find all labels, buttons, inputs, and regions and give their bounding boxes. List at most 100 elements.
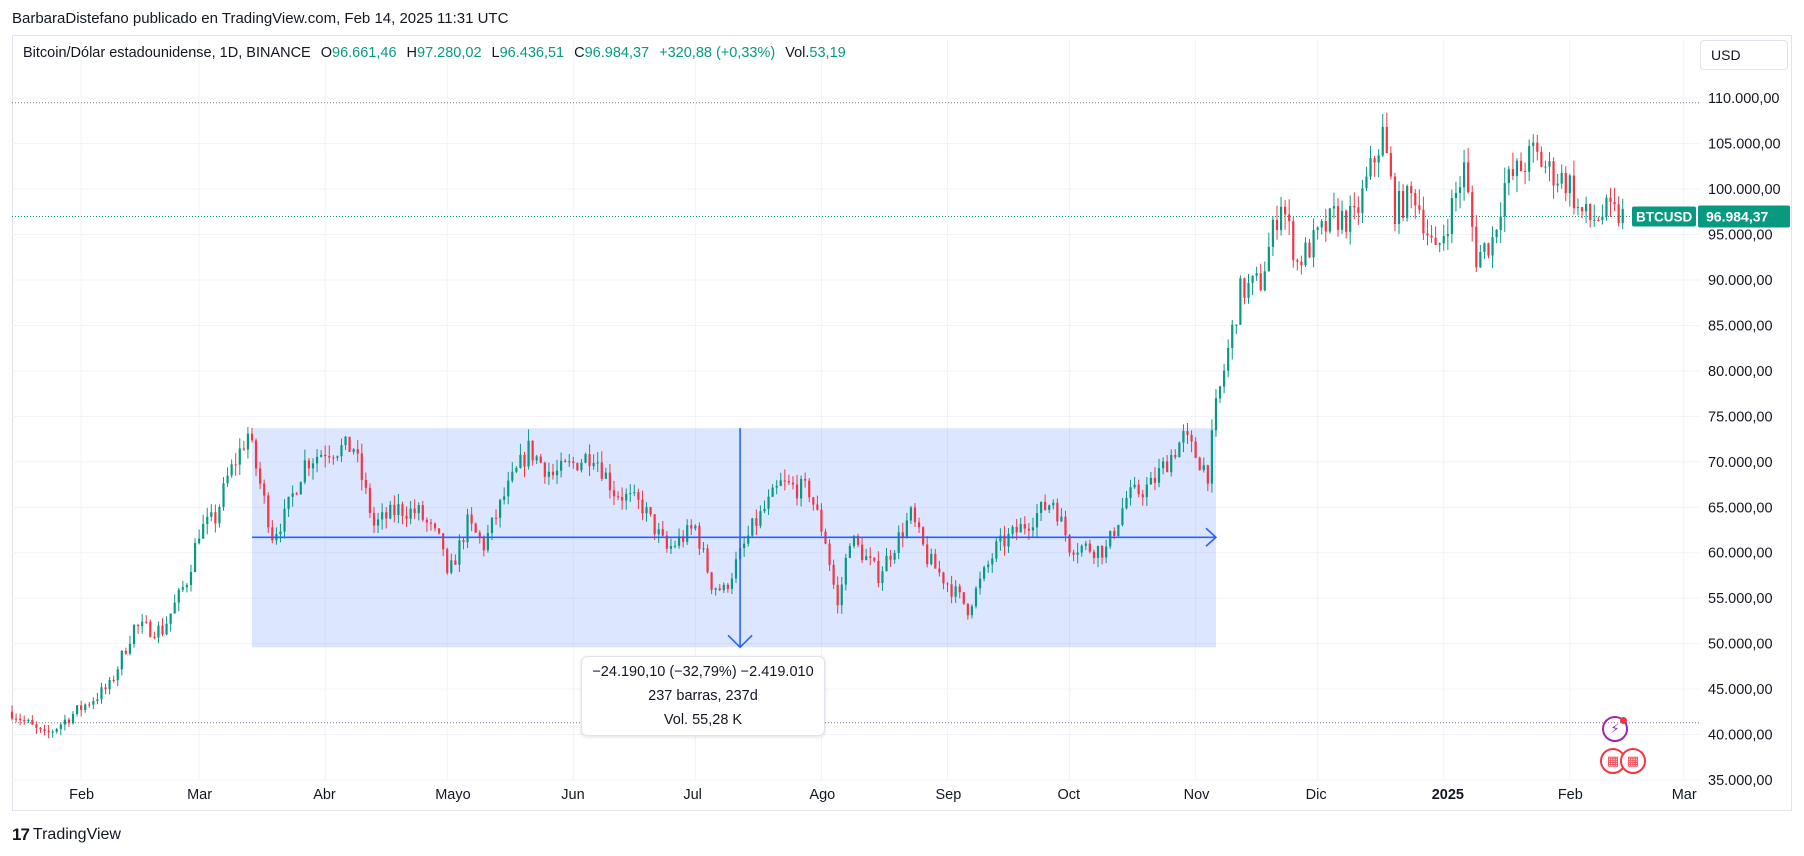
candle-body bbox=[580, 462, 583, 471]
candle-body bbox=[348, 436, 351, 452]
candle-body bbox=[1096, 546, 1100, 558]
candle-body bbox=[1300, 261, 1303, 266]
candle-body bbox=[1544, 166, 1547, 168]
candle-body bbox=[856, 535, 860, 545]
candle-body bbox=[364, 479, 367, 488]
candle-body bbox=[466, 514, 469, 543]
candle-body bbox=[84, 704, 87, 710]
candle-body bbox=[897, 532, 900, 553]
candle-body bbox=[206, 516, 209, 524]
candle-body bbox=[767, 496, 770, 509]
candle-body bbox=[645, 507, 648, 514]
candle-body bbox=[1247, 282, 1250, 298]
candle-body bbox=[1312, 230, 1315, 258]
ticker-tag-label: BTCUSD bbox=[1636, 210, 1692, 225]
x-tick-label: Mayo bbox=[435, 787, 470, 803]
candle-body bbox=[991, 558, 994, 565]
candle-body bbox=[1328, 208, 1331, 232]
candle-body bbox=[1223, 370, 1226, 387]
candle-body bbox=[637, 492, 640, 500]
candle-body bbox=[442, 533, 445, 550]
candle-body bbox=[307, 460, 311, 469]
candle-body bbox=[116, 669, 119, 681]
candle-body bbox=[1239, 278, 1242, 325]
candle-body bbox=[311, 463, 315, 469]
candle-body bbox=[1589, 204, 1592, 221]
candle-body bbox=[458, 540, 461, 565]
flash-icon[interactable]: ⚡ bbox=[1602, 716, 1628, 742]
candle-body bbox=[755, 518, 758, 526]
candle-body bbox=[560, 460, 563, 471]
candle-body bbox=[1015, 526, 1018, 533]
candle-body bbox=[23, 720, 26, 722]
candle-body bbox=[303, 460, 306, 483]
candle-body bbox=[1349, 206, 1352, 232]
candle-body bbox=[922, 527, 925, 545]
candle-body bbox=[295, 493, 298, 495]
candle-body bbox=[1438, 243, 1441, 245]
candle-body bbox=[226, 475, 229, 484]
candle-body bbox=[1540, 151, 1543, 167]
candle-body bbox=[828, 543, 831, 565]
candle-body bbox=[259, 468, 262, 484]
candle-body bbox=[1361, 188, 1364, 213]
candle-body bbox=[641, 499, 644, 514]
candle-body bbox=[246, 433, 250, 450]
candle-body bbox=[498, 499, 502, 518]
candle-body bbox=[39, 727, 42, 730]
candle-body bbox=[19, 718, 22, 721]
candle-body bbox=[161, 625, 164, 635]
candle-body bbox=[1499, 216, 1502, 230]
y-tick-label: 40.000,00 bbox=[1708, 728, 1773, 744]
volume-label: Vol. bbox=[785, 45, 810, 61]
candle-body bbox=[47, 731, 50, 733]
candle-body bbox=[612, 490, 616, 497]
y-tick-label: 85.000,00 bbox=[1708, 318, 1773, 334]
tradingview-logo[interactable]: 17 TradingView bbox=[12, 825, 121, 845]
candle-body bbox=[271, 527, 274, 541]
candle-body bbox=[1385, 126, 1388, 154]
candle-body bbox=[413, 508, 416, 514]
candle-body bbox=[279, 531, 282, 535]
candle-body bbox=[1031, 527, 1035, 531]
candle-body bbox=[1255, 273, 1258, 276]
candle-body bbox=[621, 496, 624, 501]
candle-body bbox=[283, 508, 286, 532]
candle-body bbox=[1585, 204, 1588, 212]
ohlc-legend: Bitcoin/Dólar estadounidense, 1D, BINANC… bbox=[23, 45, 852, 61]
candle-body bbox=[92, 700, 95, 705]
candle-body bbox=[1157, 468, 1161, 483]
candle-body bbox=[1105, 546, 1108, 558]
candle-body bbox=[791, 482, 795, 485]
flag-icon-2[interactable]: ▦ bbox=[1620, 748, 1646, 774]
candle-body bbox=[1442, 235, 1445, 244]
candle-body bbox=[1275, 219, 1279, 231]
candle-body bbox=[100, 687, 103, 700]
candle-body bbox=[649, 507, 652, 515]
measure-arrows bbox=[251, 428, 1218, 649]
candle-body bbox=[153, 636, 156, 638]
candle-body bbox=[405, 515, 408, 519]
symbol-description[interactable]: Bitcoin/Dólar estadounidense, 1D, BINANC… bbox=[23, 45, 311, 61]
candle-body bbox=[1572, 175, 1576, 209]
candle-body bbox=[653, 514, 656, 535]
y-tick-label: 95.000,00 bbox=[1708, 228, 1773, 244]
candle-body bbox=[1458, 187, 1462, 193]
candle-body bbox=[832, 564, 835, 585]
candle-body bbox=[1528, 145, 1531, 172]
candle-body bbox=[1206, 465, 1209, 484]
candle-body bbox=[625, 493, 628, 501]
candle-body bbox=[958, 586, 961, 593]
candle-body bbox=[1406, 186, 1409, 218]
candle-body bbox=[629, 493, 632, 495]
candle-body bbox=[677, 536, 681, 546]
candle-body bbox=[926, 544, 929, 565]
candle-body bbox=[352, 449, 355, 452]
candle-body bbox=[181, 587, 184, 590]
price-tag-label: 96.984,37 bbox=[1706, 209, 1768, 225]
candle-body bbox=[59, 724, 62, 729]
candle-body bbox=[1304, 242, 1307, 266]
currency-button[interactable]: USD bbox=[1700, 40, 1788, 70]
candle-body bbox=[1072, 552, 1075, 555]
